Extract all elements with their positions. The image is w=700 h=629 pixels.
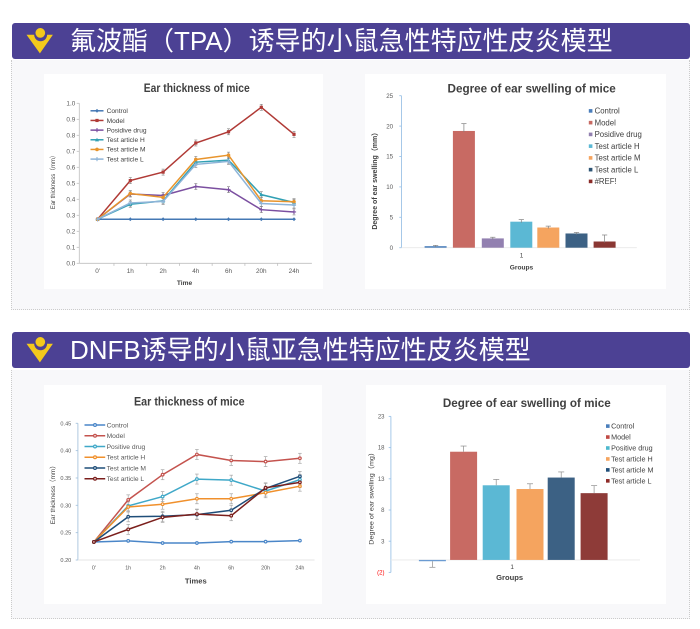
svg-text:Time: Time	[177, 280, 193, 287]
svg-text:Times: Times	[185, 576, 207, 585]
svg-text:6h: 6h	[225, 268, 233, 275]
svg-text:Ear thickness（mm）: Ear thickness（mm）	[49, 152, 57, 209]
svg-text:Control: Control	[107, 108, 129, 115]
svg-text:4h: 4h	[194, 566, 200, 572]
svg-text:0.2: 0.2	[66, 229, 75, 236]
svg-text:Test article M: Test article M	[107, 147, 146, 154]
svg-text:0.40: 0.40	[60, 449, 71, 455]
svg-text:2h: 2h	[160, 566, 166, 572]
svg-text:3: 3	[381, 539, 385, 545]
svg-text:Degree of ear swelling（mm）: Degree of ear swelling（mm）	[371, 129, 379, 230]
svg-text:0.45: 0.45	[60, 421, 71, 427]
svg-text:Ear thickness of mice: Ear thickness of mice	[144, 83, 250, 95]
svg-text:0.35: 0.35	[60, 476, 71, 482]
svg-text:Test article M: Test article M	[107, 465, 147, 472]
svg-text:Posidive drug: Posidive drug	[595, 130, 642, 139]
svg-text:Model: Model	[595, 118, 617, 127]
svg-text:0.1: 0.1	[66, 245, 75, 252]
svg-text:Ear thickness of mice: Ear thickness of mice	[134, 396, 245, 408]
svg-text:1: 1	[510, 564, 514, 571]
svg-text:Groups: Groups	[496, 573, 523, 582]
svg-text:13: 13	[378, 477, 385, 483]
svg-text:Posidive drug: Posidive drug	[107, 127, 147, 134]
svg-text:23: 23	[378, 415, 385, 421]
svg-text:15: 15	[386, 154, 393, 161]
svg-text:1h: 1h	[127, 268, 135, 275]
svg-text:Test article H: Test article H	[107, 137, 145, 144]
svg-text:25: 25	[386, 93, 393, 100]
svg-text:Test article H: Test article H	[611, 454, 653, 463]
svg-text:Groups: Groups	[510, 265, 534, 272]
svg-text:Test article H: Test article H	[595, 142, 640, 151]
svg-text:#REF!: #REF!	[595, 177, 617, 186]
svg-text:(2): (2)	[377, 571, 384, 577]
svg-text:1h: 1h	[125, 566, 131, 572]
svg-text:10: 10	[386, 184, 393, 191]
svg-text:0.3: 0.3	[66, 213, 75, 220]
svg-text:6h: 6h	[228, 566, 234, 572]
svg-text:Degree of ear swelling of mice: Degree of ear swelling of mice	[443, 398, 611, 410]
svg-text:Test article L: Test article L	[107, 156, 144, 163]
svg-text:Positive drug: Positive drug	[611, 444, 653, 453]
svg-text:2h: 2h	[160, 268, 168, 275]
svg-text:Model: Model	[107, 433, 126, 440]
svg-text:Degree of ear swelling of mice: Degree of ear swelling of mice	[448, 83, 616, 95]
svg-text:4h: 4h	[192, 268, 200, 275]
svg-text:0.6: 0.6	[66, 165, 75, 172]
svg-text:Ear thickness（mm）: Ear thickness（mm）	[49, 462, 57, 524]
svg-text:0.9: 0.9	[66, 117, 75, 124]
svg-text:Control: Control	[611, 422, 635, 431]
svg-text:20h: 20h	[261, 566, 270, 572]
svg-text:0.25: 0.25	[60, 531, 71, 537]
svg-text:0': 0'	[95, 268, 100, 275]
svg-text:Test article L: Test article L	[107, 476, 145, 483]
svg-text:0.4: 0.4	[66, 197, 75, 204]
svg-text:1.0: 1.0	[66, 101, 75, 108]
svg-text:Test article M: Test article M	[595, 154, 641, 163]
svg-text:20: 20	[386, 123, 393, 130]
svg-text:18: 18	[378, 446, 385, 452]
svg-text:Control: Control	[107, 422, 129, 429]
svg-text:Test article M: Test article M	[611, 465, 653, 474]
svg-text:0.30: 0.30	[60, 503, 71, 509]
svg-text:0.7: 0.7	[66, 149, 75, 156]
svg-text:Degree of ear swelling（mg）: Degree of ear swelling（mg）	[368, 449, 376, 545]
svg-text:Model: Model	[611, 433, 631, 442]
svg-text:8: 8	[381, 508, 385, 514]
svg-text:0.0: 0.0	[66, 261, 75, 268]
svg-text:Model: Model	[107, 118, 125, 125]
svg-text:1: 1	[520, 252, 524, 259]
svg-text:0: 0	[390, 245, 394, 252]
svg-text:0.20: 0.20	[60, 558, 71, 564]
svg-text:24h: 24h	[295, 566, 304, 572]
svg-text:Positive drug: Positive drug	[107, 444, 146, 451]
svg-text:Control: Control	[595, 107, 620, 116]
svg-text:0': 0'	[92, 566, 96, 572]
svg-text:Test article H: Test article H	[107, 455, 146, 462]
svg-text:Test article L: Test article L	[595, 165, 639, 174]
svg-text:0.5: 0.5	[66, 181, 75, 188]
svg-text:5: 5	[390, 215, 394, 222]
svg-text:0.8: 0.8	[66, 133, 75, 140]
svg-text:20h: 20h	[256, 268, 267, 275]
svg-text:24h: 24h	[289, 268, 300, 275]
svg-text:Test article L: Test article L	[611, 476, 651, 485]
